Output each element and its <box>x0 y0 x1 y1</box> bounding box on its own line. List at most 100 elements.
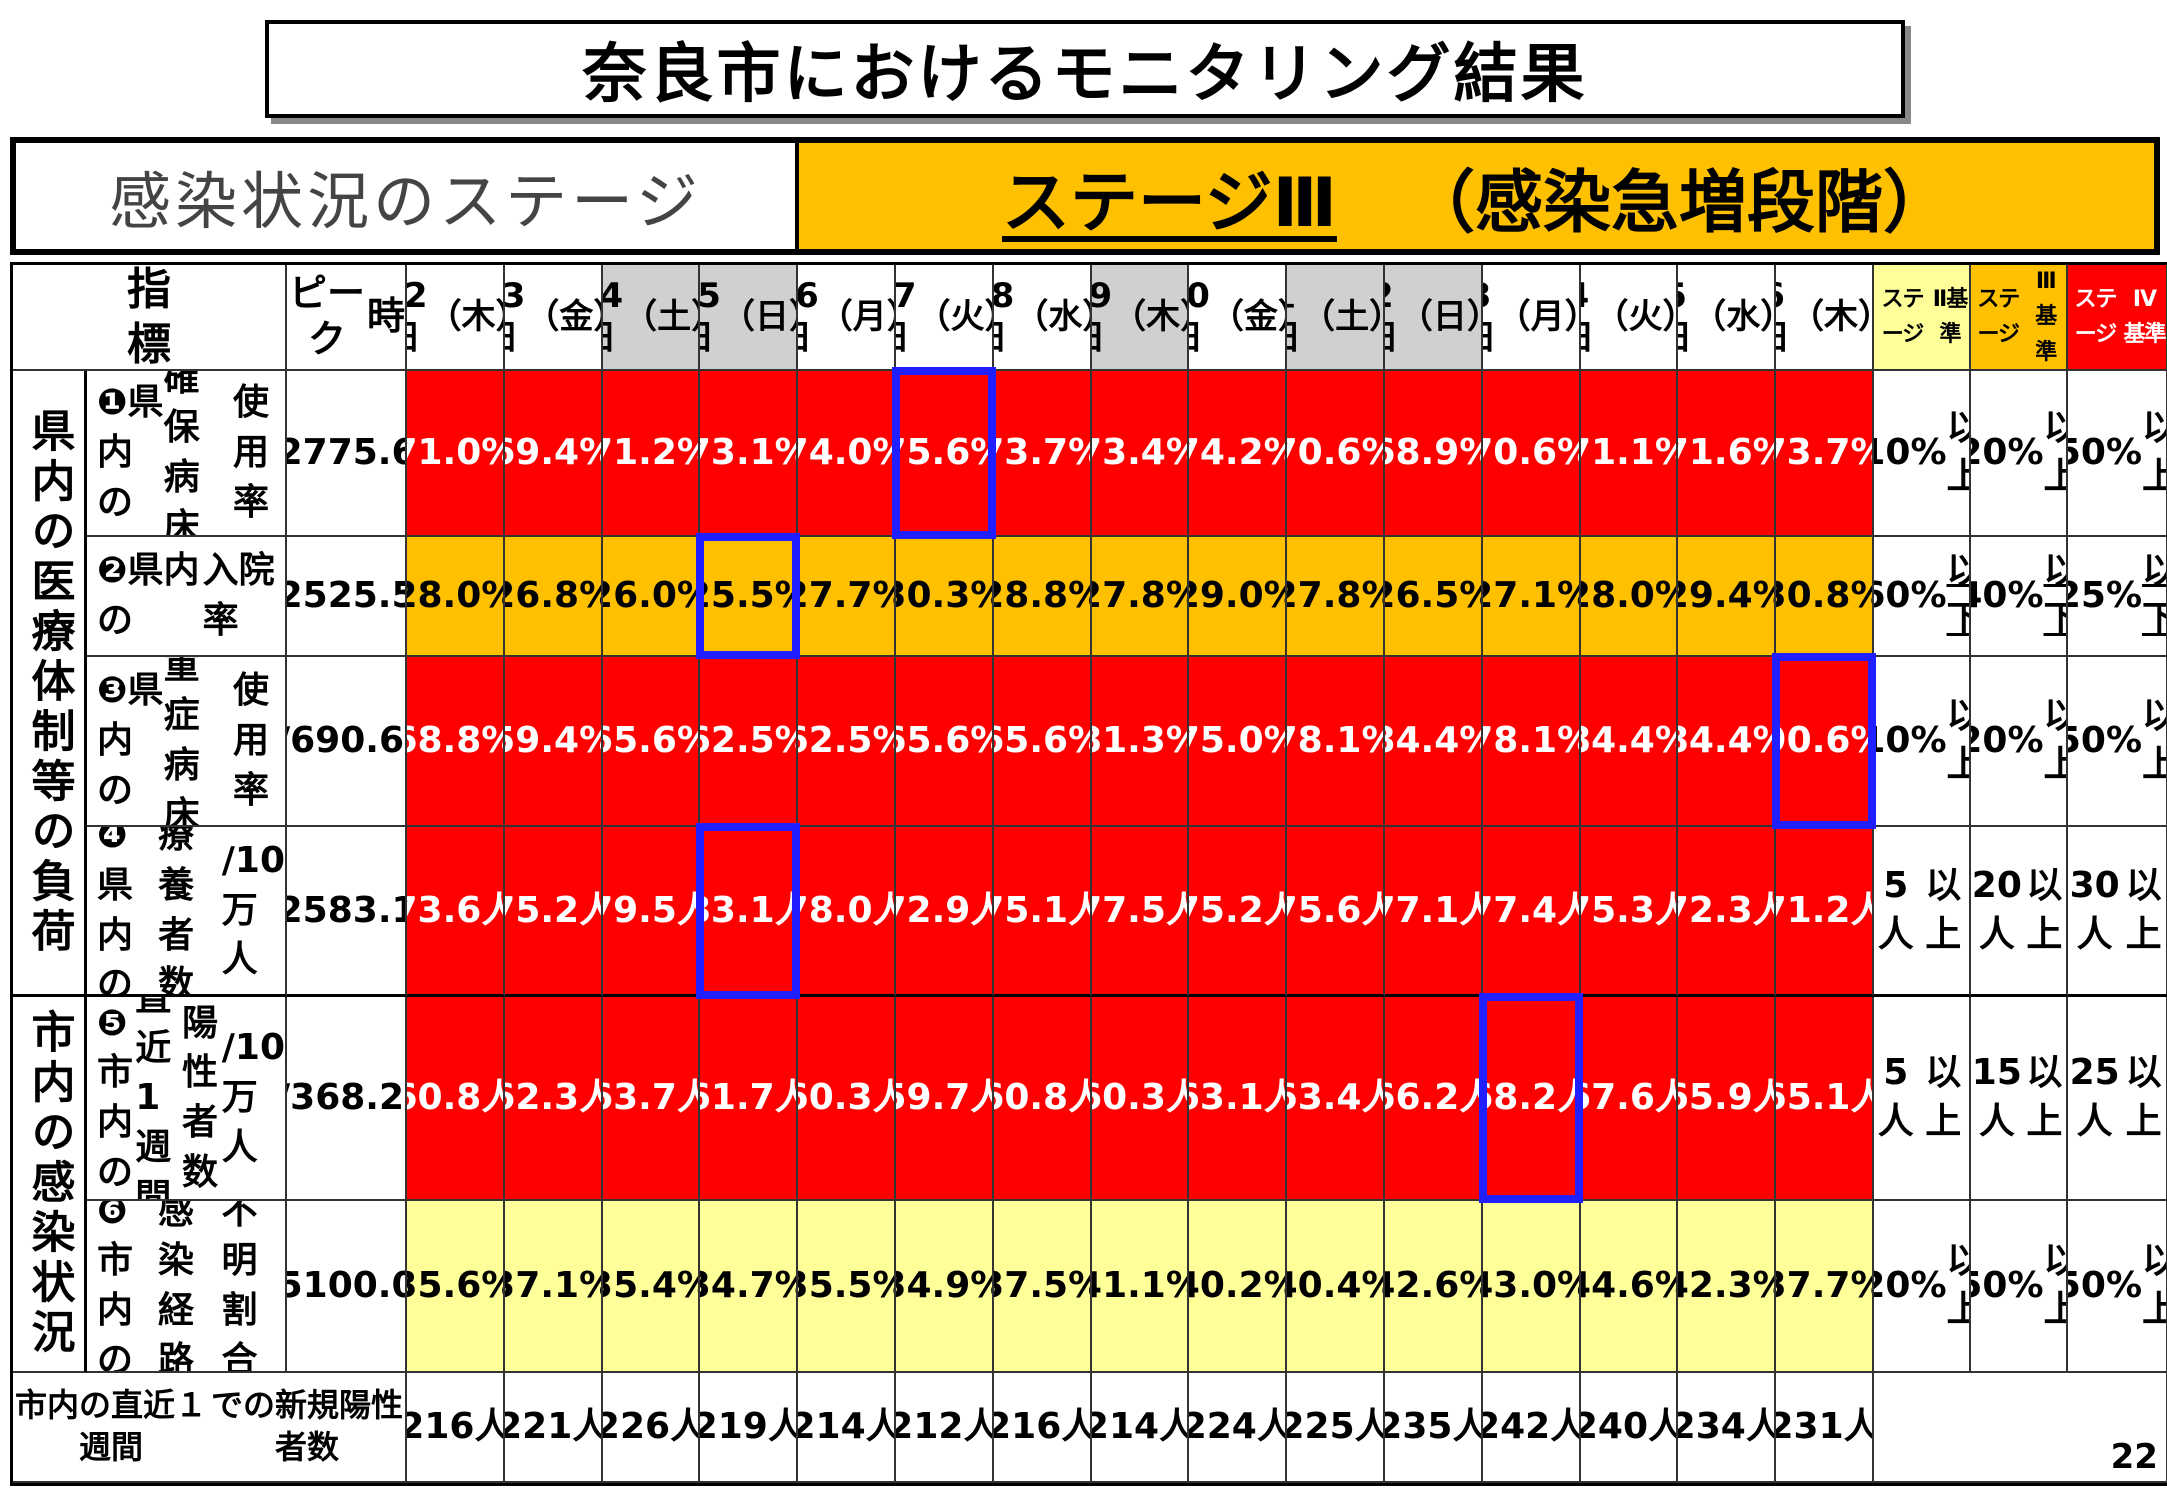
indicator-line: 直近1週間 <box>135 997 172 1201</box>
value-cell: 75.0% <box>1189 657 1288 827</box>
value-number: 28.8 <box>994 575 1069 616</box>
value-number: 78.0 <box>798 889 873 931</box>
criteria-cell: 5人 以上 <box>1873 827 1971 997</box>
value-number: 71.1 <box>1581 432 1655 473</box>
value-number: 40.4 <box>1287 1265 1362 1306</box>
value-cell: 69.4% <box>504 371 603 537</box>
page-title: 奈良市におけるモニタリング結果 <box>265 20 1905 118</box>
value-cell: 68.9% <box>1384 371 1483 537</box>
value-unit: 人 <box>1753 884 1774 938</box>
value-unit: % <box>1850 426 1872 480</box>
value-unit: % <box>1068 426 1090 480</box>
value-number: 72.9 <box>896 889 971 931</box>
value-unit: 人 <box>775 1071 796 1125</box>
value-number: 40.2 <box>1189 1265 1264 1306</box>
value-unit: % <box>970 714 992 768</box>
indicator-line: 使用率 <box>233 670 270 811</box>
value-number: 26.0 <box>603 575 677 616</box>
value-cell: 77.1人 <box>1384 827 1483 997</box>
value-unit: % <box>1459 1259 1481 1313</box>
footer-number: 242 <box>1483 1406 1551 1448</box>
value-number: 90.6 <box>1776 720 1851 761</box>
value-unit: % <box>970 426 992 480</box>
footer-unit: 人 <box>1355 1405 1383 1448</box>
footer-number: 216 <box>407 1406 475 1448</box>
peak-value: 5/690.6% <box>287 657 407 827</box>
indicator-name: ❺市内の 直近1週間 陽性者数/10万人 <box>87 997 287 1201</box>
value-number: 59.4 <box>505 720 580 761</box>
value-number: 26.5 <box>1385 575 1460 616</box>
criteria-line: 30人 <box>2069 864 2120 955</box>
peak-line: 90.6 <box>315 720 404 762</box>
value-number: 35.4 <box>603 1265 677 1306</box>
value-number: 34.9 <box>896 1265 971 1306</box>
criteria-line: 20% <box>1971 431 2044 473</box>
value-unit: % <box>677 714 699 768</box>
value-number: 27.1 <box>1483 575 1558 616</box>
footer-value: 221人 <box>504 1373 603 1483</box>
header-date: 25日（日） <box>700 265 799 371</box>
footer-number: 212 <box>896 1406 964 1448</box>
value-unit: 人 <box>481 884 502 938</box>
value-unit: % <box>579 426 601 480</box>
value-unit: 人 <box>1264 1071 1285 1125</box>
value-cell: 71.2% <box>602 371 701 537</box>
peak-value: 5/368.2人 <box>287 997 407 1201</box>
peak-value: 4/2583.1人 <box>287 827 407 997</box>
value-unit: % <box>1459 569 1481 623</box>
value-number: 62.5 <box>798 720 873 761</box>
value-unit: 人 <box>1361 1071 1382 1125</box>
value-cell: 70.6% <box>1482 371 1581 537</box>
value-cell: 67.6人 <box>1580 997 1679 1201</box>
indicator-line: ❶県内の <box>97 382 164 523</box>
value-number: 73.7 <box>994 432 1069 473</box>
header-criteria-line: ステージ <box>1977 286 2020 347</box>
footer-number: 214 <box>798 1406 866 1448</box>
value-number: 68.2 <box>1483 1077 1558 1118</box>
header-date: 24日（土） <box>602 265 701 371</box>
value-unit: % <box>1361 569 1383 623</box>
stage-label: 感染状況のステージ <box>16 143 799 249</box>
value-number: 75.3 <box>1581 889 1655 931</box>
header-date-line: 27日 <box>896 275 917 360</box>
value-unit: 人 <box>1068 884 1089 938</box>
value-unit: % <box>579 714 601 768</box>
value-number: 42.6 <box>1385 1265 1460 1306</box>
value-unit: % <box>1655 714 1677 768</box>
footer-unit: 人 <box>474 1405 502 1448</box>
value-unit: % <box>579 569 601 623</box>
header-criteria-line: ステージ <box>1881 286 1924 347</box>
value-cell: 73.7% <box>993 371 1092 537</box>
value-unit: 人 <box>1264 884 1285 938</box>
criteria-line: 以上 <box>2142 692 2166 789</box>
header-date-line: （土） <box>623 296 698 337</box>
value-number: 84.4 <box>1385 720 1460 761</box>
indicator-name: ❹県内の 療養者数/10万人 <box>87 827 287 997</box>
value-number: 71.2 <box>1776 889 1851 931</box>
value-number: 27.8 <box>1092 575 1166 616</box>
footer-unit: 人 <box>1257 1405 1285 1448</box>
criteria-line: 50% <box>1971 1264 2044 1306</box>
footer-unit: 人 <box>1159 1405 1187 1448</box>
value-cell: 71.0% <box>407 371 505 537</box>
footer-value: 225人 <box>1287 1373 1385 1483</box>
criteria-line: 50% <box>2068 1264 2143 1306</box>
header-date: 29日（木） <box>1091 265 1190 371</box>
header-date-line: 26日 <box>798 275 819 360</box>
value-cell: 44.6% <box>1580 1201 1679 1373</box>
header-indicator: 指 標 <box>13 265 287 371</box>
value-cell: 30.3% <box>895 537 994 657</box>
criteria-line: 25% <box>2068 574 2143 616</box>
value-unit: % <box>579 1259 601 1313</box>
indicator-line: 確保病床 <box>163 371 200 537</box>
value-unit: % <box>1557 714 1579 768</box>
value-cell: 61.7人 <box>700 997 799 1201</box>
peak-line: 4/25 <box>287 889 328 931</box>
criteria-line: 以下 <box>2142 547 2166 644</box>
value-cell: 35.6% <box>407 1201 505 1373</box>
value-cell: 65.9人 <box>1678 997 1777 1201</box>
value-unit: % <box>1068 1259 1090 1313</box>
indicator-line: 感染経路 <box>158 1201 195 1373</box>
value-number: 75.1 <box>994 889 1069 931</box>
value-number: 30.8 <box>1776 575 1851 616</box>
